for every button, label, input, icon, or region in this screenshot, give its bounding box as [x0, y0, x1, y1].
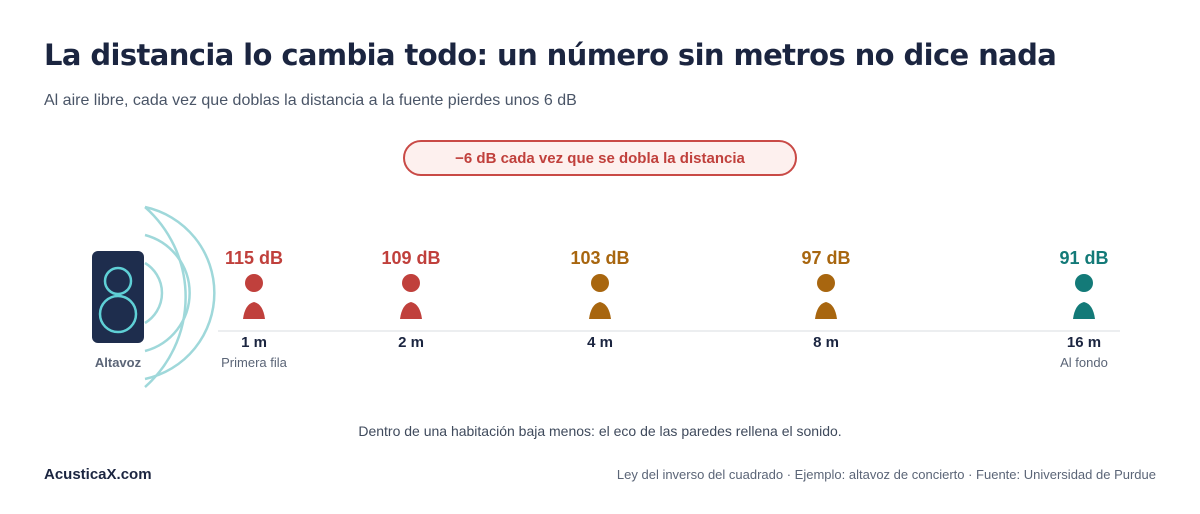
listener-head — [591, 274, 609, 292]
rule-badge: −6 dB cada vez que se dobla la distancia — [403, 140, 797, 176]
footer-source: Ley del inverso del cuadrado · Ejemplo: … — [616, 467, 1156, 482]
listener-body — [815, 302, 837, 319]
page-subtitle: Al aire libre, cada vez que doblas la di… — [44, 92, 577, 109]
db-level-label: 91 dB — [1059, 248, 1109, 268]
footer-brand: AcusticaX.com — [44, 466, 152, 483]
listener-head — [817, 274, 835, 292]
db-level-label: 109 dB — [381, 248, 441, 268]
listener-body — [589, 302, 611, 319]
distance-label: 16 m — [1066, 334, 1102, 351]
speaker-icon — [92, 251, 144, 343]
db-level-label: 115 dB — [224, 248, 284, 268]
listener-icon — [400, 274, 422, 319]
listener-icon — [815, 274, 837, 319]
distance-label: 8 m — [813, 334, 839, 351]
listener-body — [1073, 302, 1095, 319]
room-note: Dentro de una habitación baja menos: el … — [358, 423, 842, 439]
listener-head — [402, 274, 420, 292]
speaker-woofer — [98, 294, 138, 334]
listener-body — [400, 302, 422, 319]
distance-label: 1 m — [241, 334, 267, 351]
sound-wave-4 — [144, 206, 187, 388]
sound-wave-3 — [144, 205, 216, 381]
sound-wave-1 — [144, 261, 164, 325]
page-title: La distancia lo cambia todo: un número s… — [44, 38, 1057, 72]
listener-icon — [589, 274, 611, 319]
db-level-label: 103 dB — [570, 248, 630, 268]
sound-wave-2 — [144, 233, 191, 353]
sound-waves — [144, 205, 216, 388]
listener-icon — [243, 274, 265, 319]
distance-label: 2 m — [398, 334, 424, 351]
speaker-label: Altavoz — [94, 355, 142, 370]
db-level-label: 97 dB — [801, 248, 851, 268]
listeners — [243, 274, 1095, 319]
speaker-tweeter — [103, 266, 133, 296]
listener-icon — [1073, 274, 1095, 319]
distance-label: 4 m — [587, 334, 613, 351]
listener-body — [243, 302, 265, 319]
listener-head — [245, 274, 263, 292]
position-caption: Al fondo — [1060, 355, 1108, 370]
position-caption: Primera fila — [221, 355, 287, 370]
listener-head — [1075, 274, 1093, 292]
